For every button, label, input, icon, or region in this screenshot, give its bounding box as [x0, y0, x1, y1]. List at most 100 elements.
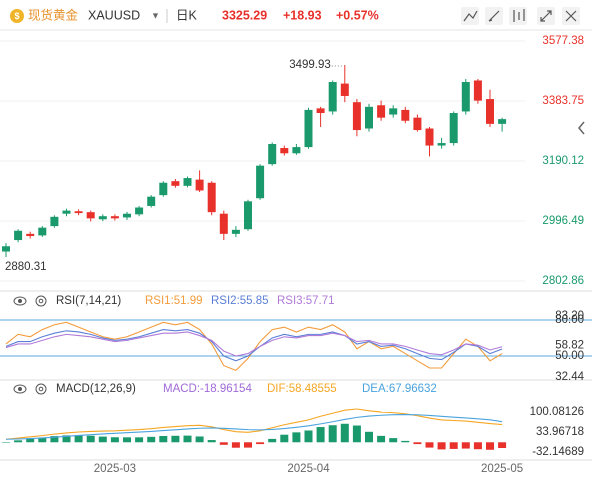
x-tick-label: 2025-03 — [94, 463, 136, 475]
macd-bar — [171, 435, 180, 443]
macd-bar — [147, 436, 156, 443]
y-tick-label: 32.44 — [555, 371, 584, 383]
indicator-button[interactable] — [461, 7, 479, 25]
macd-bar — [38, 437, 47, 443]
change: +18.93 — [283, 8, 322, 22]
macd-bar — [219, 442, 228, 445]
eye-icon[interactable] — [13, 296, 27, 306]
candle-body — [2, 246, 10, 252]
candle-body — [304, 109, 313, 148]
candle-body — [50, 216, 59, 227]
y-tick-label: 100.08126 — [530, 406, 584, 418]
candle-body — [449, 113, 458, 144]
candle-body — [62, 210, 71, 214]
candle-body — [183, 178, 192, 186]
settings-center — [38, 386, 44, 392]
macd-bar — [401, 440, 410, 443]
y-tick-label: 80.00 — [555, 314, 584, 326]
y-tick-label: 2996.49 — [542, 215, 584, 227]
candle-body — [292, 147, 301, 154]
macd-bar — [50, 436, 59, 443]
settings-center — [38, 298, 44, 304]
macd-bar — [352, 425, 361, 443]
macd-line — [5, 408, 503, 440]
macd-bar — [256, 442, 265, 445]
candle-body — [219, 213, 228, 234]
y-tick-label: 83.20 — [555, 310, 584, 322]
macd-bar — [159, 435, 168, 443]
candle-body — [268, 143, 277, 165]
indicator-icon — [463, 10, 478, 22]
macd-bar — [268, 438, 277, 443]
collapse-button[interactable] — [578, 121, 585, 135]
candle-body — [486, 99, 494, 124]
candle-body — [135, 207, 144, 215]
candle-body — [280, 148, 289, 154]
candle-body — [26, 233, 35, 237]
y-tick-label: -32.14689 — [532, 446, 584, 458]
candle-body — [123, 213, 131, 218]
macd-bar — [207, 440, 216, 443]
max-annotation: 3499.93 — [289, 59, 331, 71]
macd-bar — [2, 442, 10, 443]
symbol-dropdown[interactable]: ▼ — [151, 10, 160, 20]
macd-bar — [461, 442, 470, 449]
eye-pupil — [18, 387, 22, 391]
legend-entry: RSI1:51.99 — [145, 295, 203, 307]
settings-icon[interactable] — [35, 383, 47, 395]
macd-bar — [195, 436, 204, 443]
draw-icon — [488, 10, 500, 22]
macd-bar — [473, 442, 482, 450]
macd-bar — [280, 434, 289, 443]
macd-bar — [98, 436, 107, 443]
macd-bar — [26, 438, 35, 443]
period[interactable]: 日K — [176, 8, 198, 22]
y-tick-label: 3577.38 — [542, 35, 584, 47]
eye-pupil — [18, 299, 22, 303]
fullscreen-icon — [540, 10, 552, 22]
macd-bar — [449, 442, 458, 449]
macd-bar — [498, 442, 507, 449]
min-annotation: 2880.31 — [5, 261, 47, 273]
macd-bar — [135, 437, 144, 443]
candle-body — [147, 196, 156, 206]
x-tick-label: 2025-04 — [287, 463, 330, 475]
candle-body — [231, 229, 240, 234]
macd-bar — [389, 438, 398, 443]
macd-bar — [123, 437, 131, 443]
macd-bar — [365, 431, 373, 443]
candle-body — [316, 108, 325, 114]
macd-bar — [110, 437, 119, 443]
eye-icon[interactable] — [13, 384, 27, 394]
instrument-name: 现货黄金 — [28, 7, 79, 22]
candle-body — [86, 212, 95, 219]
candle-body — [340, 83, 349, 96]
macd-line — [5, 413, 503, 440]
macd-bar — [377, 435, 386, 443]
candle-body — [328, 82, 337, 112]
candle-body — [159, 182, 168, 196]
type-icon — [513, 9, 525, 22]
symbol[interactable]: XAUUSD — [88, 8, 140, 22]
x-tick-label: 2025-05 — [481, 463, 523, 475]
candle-body — [365, 106, 373, 129]
gold-icon — [10, 9, 24, 23]
settings-icon[interactable] — [35, 295, 47, 307]
candle-body — [110, 216, 119, 219]
candle-body — [98, 216, 107, 220]
candle-body — [461, 82, 470, 112]
y-tick-label: 50.00 — [555, 350, 584, 362]
candle-body — [244, 201, 252, 230]
candle-body — [425, 128, 434, 146]
candle-body — [413, 117, 422, 131]
macd-bar — [292, 432, 301, 443]
candle-body — [207, 182, 216, 213]
candle-body — [195, 179, 204, 191]
macd-bar — [86, 435, 95, 443]
rsi-icons — [13, 295, 47, 307]
macd-bar — [62, 435, 71, 443]
price: 3325.29 — [222, 8, 267, 22]
y-tick-label: 33.96718 — [536, 426, 584, 438]
